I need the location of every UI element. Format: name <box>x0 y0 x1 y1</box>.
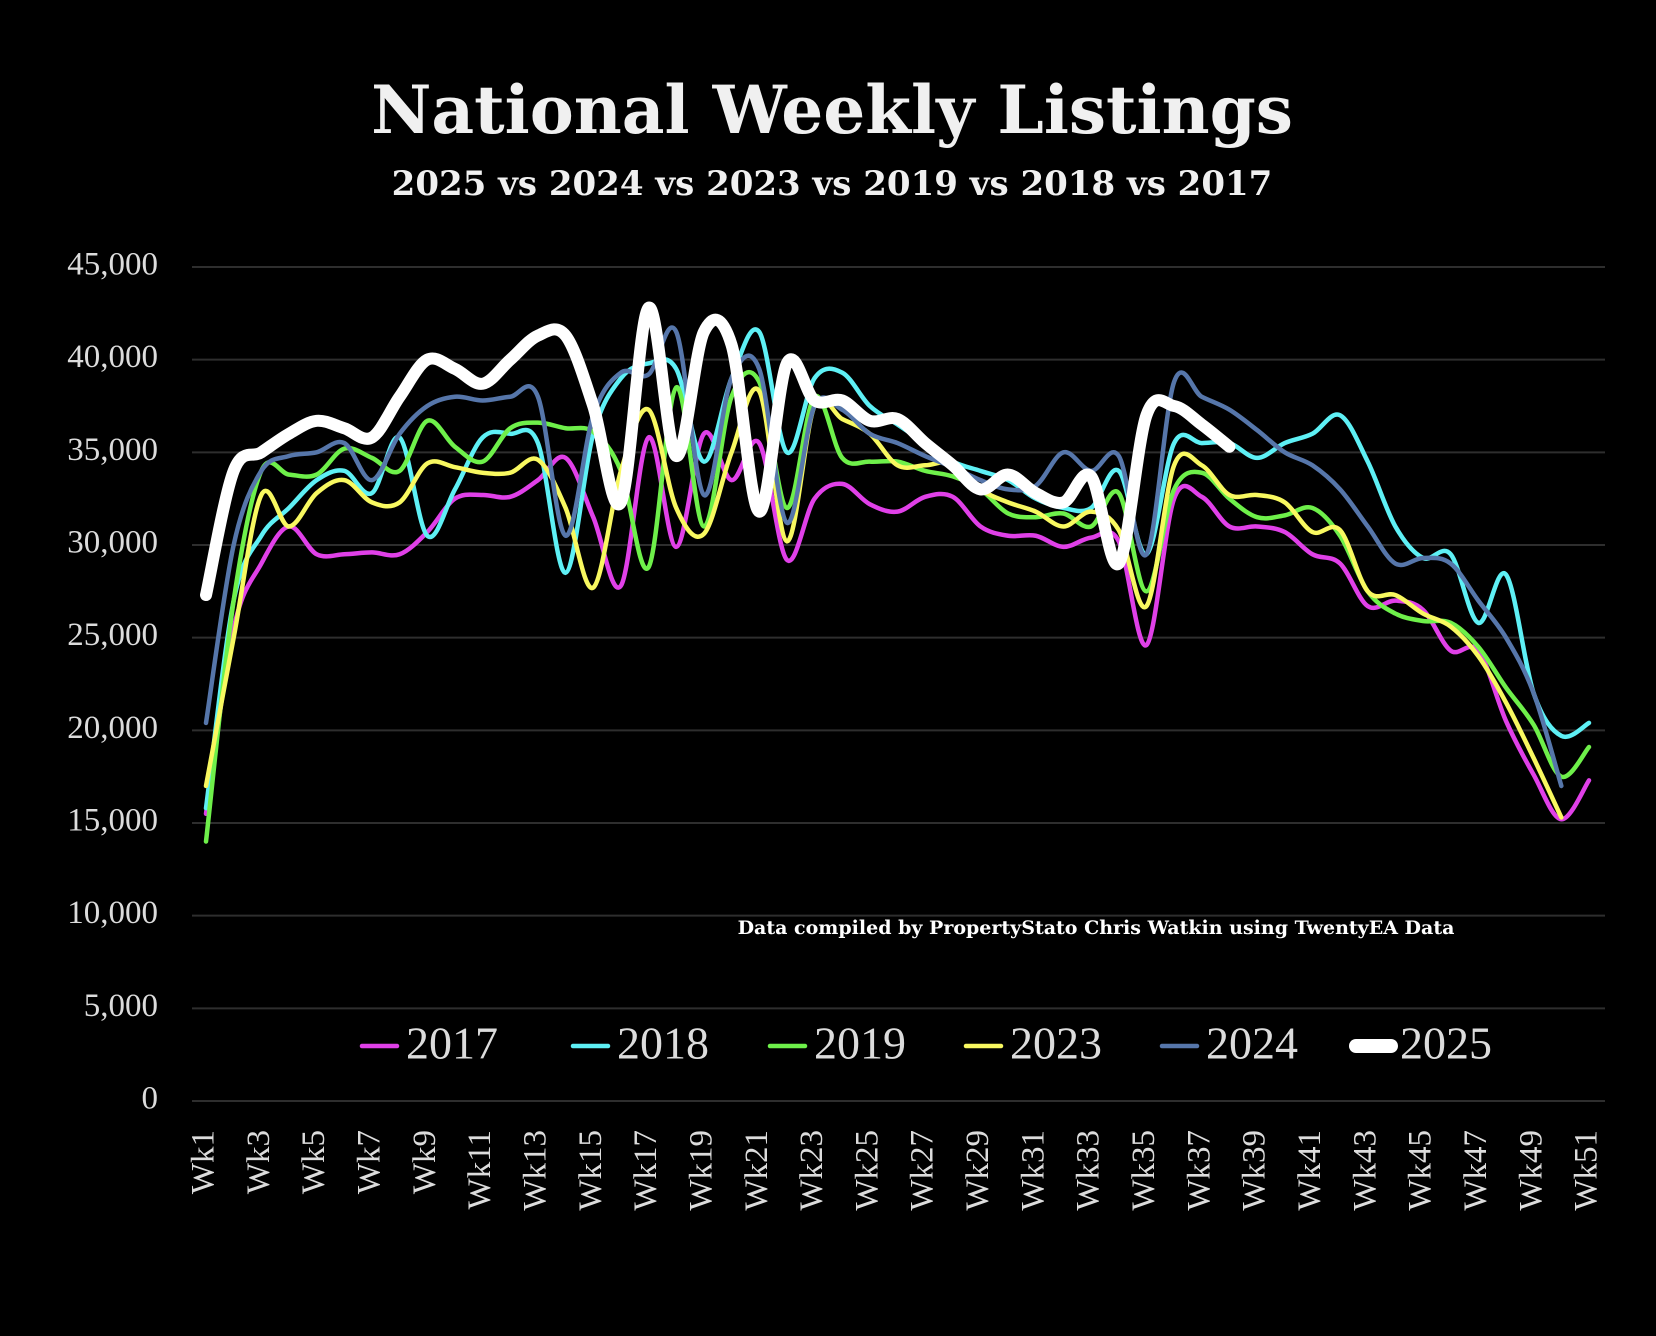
legend-label: 2023 <box>1010 1018 1102 1069</box>
x-tick-label: Wk27 <box>905 1130 941 1211</box>
y-tick-label: 30,000 <box>67 525 158 561</box>
x-tick-label: Wk45 <box>1403 1130 1439 1211</box>
x-tick-label: Wk21 <box>739 1130 775 1211</box>
x-tick-label: Wk13 <box>517 1130 553 1211</box>
x-tick-label: Wk33 <box>1071 1130 1107 1211</box>
x-tick-label: Wk29 <box>960 1130 996 1211</box>
y-tick-label: 20,000 <box>67 710 158 746</box>
x-tick-label: Wk7 <box>352 1130 388 1194</box>
x-tick-label: Wk51 <box>1569 1130 1605 1211</box>
legend-label: 2018 <box>617 1018 709 1069</box>
x-tick-label: Wk31 <box>1015 1130 1051 1211</box>
legend-label: 2025 <box>1400 1018 1492 1069</box>
series-line <box>203 386 1564 820</box>
x-tick-label: Wk37 <box>1181 1130 1217 1211</box>
chart-title: National Weekly Listings <box>371 71 1293 149</box>
x-tick-label: Wk1 <box>186 1130 222 1194</box>
x-tick-label: Wk25 <box>849 1130 885 1211</box>
x-tick-label: Wk41 <box>1292 1130 1328 1211</box>
x-tick-label: Wk5 <box>296 1130 332 1194</box>
y-tick-label: 15,000 <box>67 803 158 839</box>
x-tick-label: Wk17 <box>628 1130 664 1211</box>
x-tick-label: Wk35 <box>1126 1130 1162 1211</box>
x-tick-label: Wk9 <box>407 1130 443 1194</box>
x-tick-label: Wk49 <box>1513 1130 1549 1211</box>
series-line <box>203 327 1592 811</box>
x-tick-label: Wk39 <box>1237 1130 1273 1211</box>
y-tick-label: 10,000 <box>67 895 158 931</box>
annotation: Data compiled by PropertyStato Chris Wat… <box>738 917 1455 939</box>
y-tick-label: 45,000 <box>67 247 158 283</box>
series-line <box>203 369 1592 844</box>
chart-subtitle: 2025 vs 2024 vs 2023 vs 2019 vs 2018 vs … <box>392 164 1273 204</box>
series-line <box>203 325 1564 789</box>
y-tick-label: 35,000 <box>67 432 158 468</box>
x-tick-label: Wk15 <box>573 1130 609 1211</box>
x-tick-label: Wk23 <box>794 1130 830 1211</box>
y-tick-label: 0 <box>142 1081 159 1117</box>
series-line <box>203 430 1592 822</box>
x-tick-label: Wk3 <box>241 1130 277 1194</box>
y-tick-label: 40,000 <box>67 339 158 375</box>
legend-label: 2017 <box>406 1018 498 1069</box>
legend-label: 2019 <box>814 1018 906 1069</box>
x-tick-label: Wk47 <box>1458 1130 1494 1211</box>
y-tick-label: 25,000 <box>67 617 158 653</box>
x-tick-label: Wk43 <box>1347 1130 1383 1211</box>
series-line <box>200 301 1236 602</box>
y-tick-label: 5,000 <box>84 988 158 1024</box>
x-tick-label: Wk19 <box>683 1130 719 1211</box>
x-tick-label: Wk11 <box>462 1130 498 1209</box>
legend-label: 2024 <box>1206 1018 1298 1069</box>
